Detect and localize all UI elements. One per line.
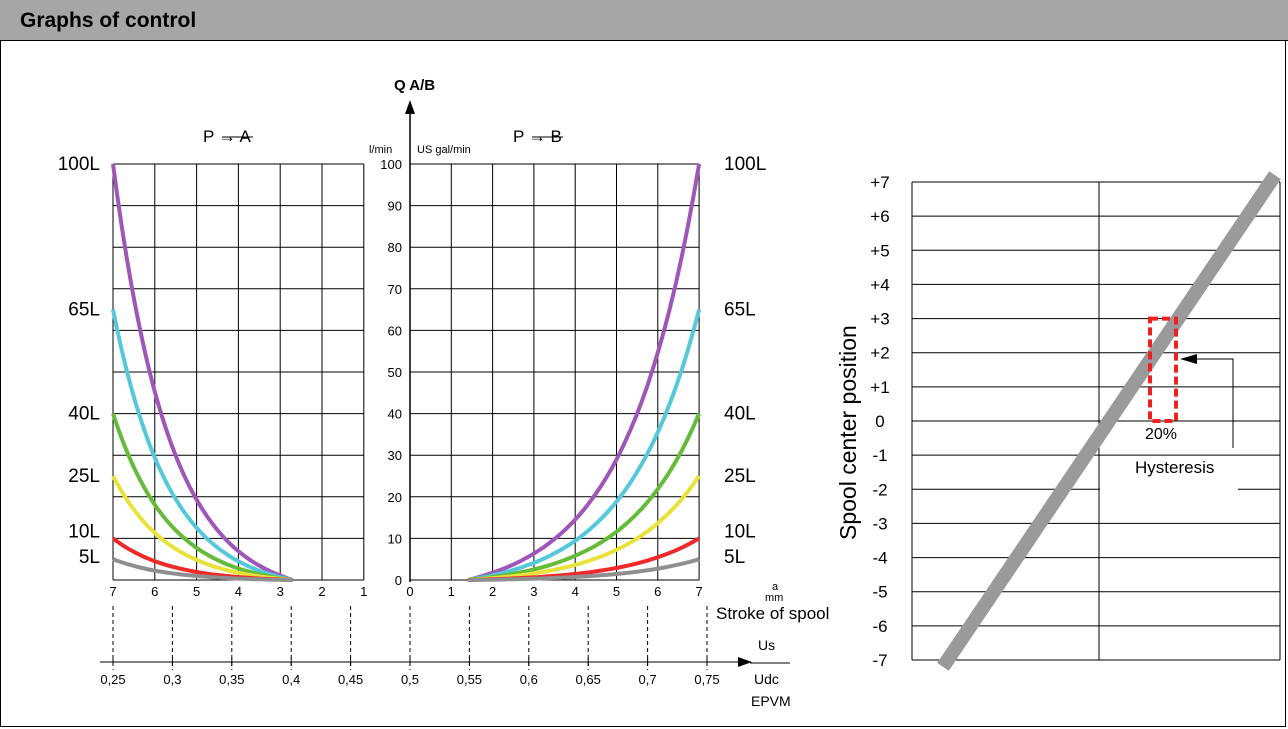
series-label-right: 100L bbox=[724, 154, 766, 175]
stroke-tick-label: 1 bbox=[448, 584, 455, 599]
stroke-tick-label: 5 bbox=[613, 584, 620, 599]
ratio-label-epvm: EPVM bbox=[751, 693, 791, 709]
hyst-y-tick-label: +5 bbox=[870, 241, 889, 260]
series-line-65L bbox=[467, 309, 702, 582]
flow-y-tick-label: 60 bbox=[388, 323, 402, 338]
hyst-y-tick-label: 0 bbox=[875, 412, 884, 431]
stroke-tick-label: 5 bbox=[193, 584, 200, 599]
hysteresis-box bbox=[1148, 316, 1178, 424]
flow-chart-curves bbox=[111, 163, 702, 582]
stroke-tick-label: 6 bbox=[654, 584, 661, 599]
series-label-left: 5L bbox=[79, 547, 100, 568]
flow-y-tick-label: 50 bbox=[388, 365, 402, 380]
hyst-y-tick-label: -7 bbox=[872, 651, 887, 670]
series-line-25L bbox=[467, 474, 701, 582]
stroke-tick-label: 4 bbox=[235, 584, 242, 599]
series-label-left: 65L bbox=[68, 300, 100, 321]
hyst-y-tick-label: -6 bbox=[872, 617, 887, 636]
hyst-y-tick-label: -1 bbox=[872, 446, 887, 465]
flow-y-tick-label: 0 bbox=[395, 573, 402, 588]
series-line-25L bbox=[111, 475, 293, 582]
hysteresis-ylabel: Spool center position bbox=[835, 325, 861, 540]
series-label-right: 25L bbox=[724, 466, 756, 487]
series-label-right: 65L bbox=[724, 300, 756, 321]
flow-chart-labels: Q A/B l/min US gal/min P → A P → B a mm … bbox=[58, 77, 830, 709]
flow-y-tick-label: 40 bbox=[388, 407, 402, 422]
section-header: Graphs of control bbox=[0, 0, 1288, 41]
stroke-tick-label: 0 bbox=[406, 584, 413, 599]
stroke-tick-label: 6 bbox=[151, 584, 158, 599]
flow-y-tick-label: 100 bbox=[380, 157, 402, 172]
unit-lpm-label: l/min bbox=[369, 144, 392, 156]
hysteresis-callout-arrow bbox=[1180, 354, 1197, 364]
series-label-right: 40L bbox=[724, 404, 756, 425]
ratio-tick-label: 0,5 bbox=[401, 672, 419, 687]
hyst-y-tick-label: -5 bbox=[872, 583, 887, 602]
flow-chart-grid bbox=[100, 100, 790, 670]
hyst-y-tick-label: +1 bbox=[870, 378, 889, 397]
stroke-tick-label: 1 bbox=[360, 584, 367, 599]
ratio-tick-label: 0,4 bbox=[282, 672, 300, 687]
flow-y-tick-label: 10 bbox=[388, 531, 402, 546]
ratio-tick-label: 0,55 bbox=[457, 672, 482, 687]
ratio-label-udc: Udc bbox=[754, 671, 779, 687]
ratio-tick-label: 0,35 bbox=[219, 672, 244, 687]
stroke-tick-label: 4 bbox=[572, 584, 579, 599]
stroke-tick-label: 3 bbox=[277, 584, 284, 599]
hysteresis-chart-marks: Spool center position 20% Hysteresis +7 +… bbox=[835, 171, 1281, 671]
hyst-y-tick-label: +7 bbox=[870, 173, 889, 192]
stroke-unit-mm: mm bbox=[765, 592, 783, 604]
series-line-100L bbox=[467, 163, 702, 582]
unit-gpm-label: US gal/min bbox=[417, 144, 471, 156]
hyst-y-tick-label: -4 bbox=[872, 549, 887, 568]
series-label-left: 40L bbox=[68, 404, 100, 425]
series-label-right: 10L bbox=[724, 521, 756, 542]
stroke-tick-label: 3 bbox=[530, 584, 537, 599]
flow-y-tick-label: 70 bbox=[388, 282, 402, 297]
hyst-y-tick-label: +3 bbox=[870, 310, 889, 329]
series-line-65L bbox=[111, 309, 294, 582]
stroke-axis-label: Stroke of spool bbox=[716, 604, 829, 623]
ratio-tick-label: 0,25 bbox=[100, 672, 125, 687]
ratio-tick-label: 0,3 bbox=[163, 672, 181, 687]
stroke-tick-label: 7 bbox=[109, 584, 116, 599]
section-title: Graphs of control bbox=[20, 9, 197, 32]
hyst-y-tick-label: -3 bbox=[872, 514, 887, 533]
stroke-tick-label: 2 bbox=[489, 584, 496, 599]
ratio-tick-label: 0,6 bbox=[520, 672, 538, 687]
flow-y-tick-label: 80 bbox=[388, 240, 402, 255]
series-line-100L bbox=[111, 163, 294, 582]
ratio-tick-label: 0,7 bbox=[639, 672, 657, 687]
series-label-right: 5L bbox=[724, 547, 745, 568]
p-to-b-label: P → B bbox=[513, 127, 562, 146]
ratio-tick-label: 0,45 bbox=[338, 672, 363, 687]
series-label-left: 10L bbox=[68, 521, 100, 542]
ratio-tick-label: 0,75 bbox=[694, 672, 719, 687]
hyst-y-tick-label: +4 bbox=[870, 275, 889, 294]
stroke-tick-label: 2 bbox=[318, 584, 325, 599]
hysteresis-callout-line bbox=[1196, 358, 1234, 448]
hysteresis-band bbox=[937, 171, 1281, 671]
hyst-y-tick-label: -2 bbox=[872, 480, 887, 499]
stroke-unit-a: a bbox=[772, 581, 779, 593]
hyst-y-tick-label: +6 bbox=[870, 207, 889, 226]
flow-y-tick-label: 20 bbox=[388, 490, 402, 505]
flow-y-tick-label: 90 bbox=[388, 199, 402, 214]
series-label-left: 25L bbox=[68, 466, 100, 487]
ratio-tick-label: 0,65 bbox=[576, 672, 601, 687]
flow-y-tick-label: 30 bbox=[388, 448, 402, 463]
hysteresis-percent: 20% bbox=[1145, 426, 1177, 443]
series-line-5L bbox=[112, 557, 293, 582]
flow-axis-title: Q A/B bbox=[394, 77, 435, 94]
series-label-left: 100L bbox=[58, 154, 100, 175]
series-line-5L bbox=[467, 557, 700, 582]
ratio-axis-arrow bbox=[738, 657, 752, 667]
stroke-tick-label: 7 bbox=[695, 584, 702, 599]
q-axis-arrow bbox=[405, 100, 415, 114]
hyst-y-tick-label: +2 bbox=[870, 344, 889, 363]
ratio-label-us: Us bbox=[758, 637, 775, 653]
p-to-a-label: P → A bbox=[203, 127, 252, 146]
hysteresis-label: Hysteresis bbox=[1135, 458, 1214, 477]
